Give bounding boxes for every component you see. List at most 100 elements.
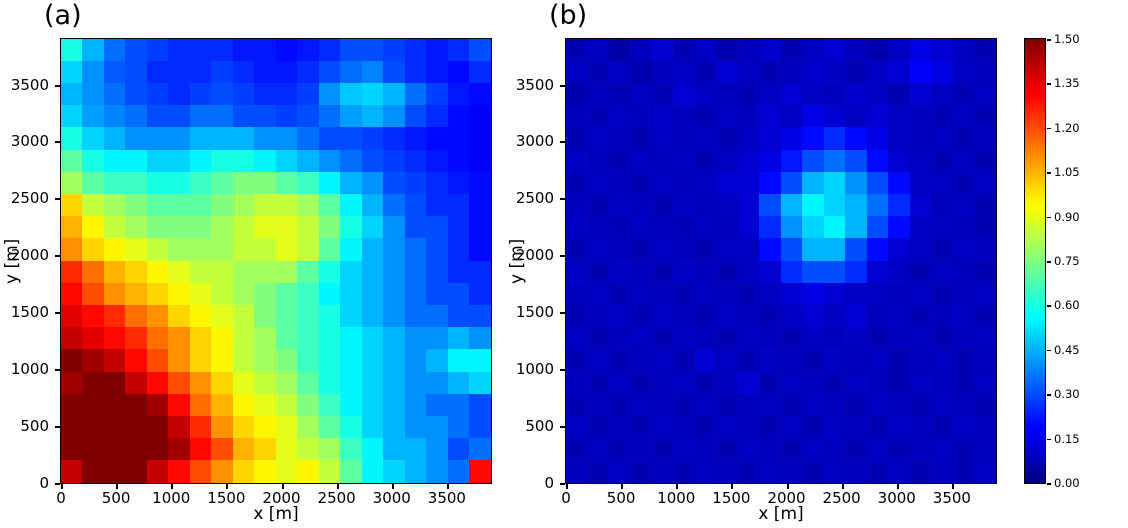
y-tick-mark [560,141,565,144]
colorbar-tick-mark [1047,127,1051,130]
colorbar-tick-mark [1047,394,1051,396]
colorbar-tick-mark [1047,83,1051,85]
y-tick-label: 1000 [515,360,554,379]
x-tick-mark [951,484,954,489]
y-tick-mark [55,141,60,144]
x-tick-label: 1000 [657,489,696,507]
colorbar-tick-label: 1.35 [1054,76,1080,91]
y-tick-mark [560,426,565,429]
colorbar-tick-label: 0.75 [1054,254,1080,268]
y-tick-mark [55,312,60,315]
colorbar-tick-label: 1.05 [1054,165,1080,180]
y-tick-label: 2000 [515,246,554,265]
x-tick-label: 2000 [767,489,806,507]
colorbar-tick-label: 0.15 [1054,431,1080,446]
y-tick-label: 1000 [10,360,49,379]
y-tick-label: 0 [544,474,554,492]
x-tick-label: 3000 [372,489,411,507]
y-tick-mark [55,426,60,429]
y-tick-label: 3500 [10,75,49,94]
colorbar-tick-mark [1047,438,1051,441]
x-tick-mark [336,484,339,489]
y-tick-label: 3000 [10,132,49,151]
y-tick-mark [55,483,60,485]
x-tick-mark [786,484,789,489]
colorbar-ticks: 0.00 0.15 0.30 0.45 0.60 0.75 0.90 1.05 1.20 1.35… [1047,32,1107,490]
x-tick-mark [61,484,63,489]
x-tick-label: 2500 [822,489,861,507]
y-tick-label: 3500 [515,75,554,94]
panel-a-x-ticks: 0 500 1000 1500 2000 2500 3000 3500 [56,484,491,507]
x-tick-label: 1000 [152,489,191,507]
y-tick-mark [560,84,565,87]
x-tick-mark [841,484,844,489]
y-tick-mark [560,198,565,201]
y-tick-label: 1500 [10,303,49,322]
x-tick-label: 500 [606,489,636,507]
x-tick-label: 2500 [317,489,356,507]
colorbar-tick-mark [1047,216,1051,219]
y-tick-mark [560,369,565,372]
panel-a: (a) y [m] 0 500 1000 1500 2000 2500 3000 3500 0… [0,0,505,528]
y-tick-mark [55,198,60,201]
panel-a-label: (a) [44,0,82,31]
x-tick-mark [281,484,284,489]
x-tick-label: 0 [56,489,66,507]
y-tick-mark [55,369,60,372]
x-tick-label: 3500 [932,489,971,507]
x-tick-mark [676,484,679,489]
colorbar-tick-label: 0.30 [1054,387,1080,402]
x-tick-label: 500 [101,489,131,507]
colorbar-tick-mark [1047,261,1051,263]
y-tick-mark [560,255,565,258]
y-tick-mark [560,312,565,315]
colorbar-tick-mark [1047,305,1051,307]
y-tick-label: 2000 [10,246,49,265]
colorbar-tick-label: 0.60 [1054,298,1080,313]
panel-b-x-ticks: 0 500 1000 1500 2000 2500 3000 3500 [561,484,996,507]
x-tick-label: 3000 [877,489,916,507]
panel-b-heatmap [565,38,997,484]
panel-b-label: (b) [549,0,588,31]
colorbar-tick-label: 0.90 [1054,209,1080,224]
y-tick-mark [55,84,60,87]
panel-b-y-ticks: 0 500 1000 1500 2000 2500 3000 3500 [505,39,565,492]
x-tick-mark [446,484,449,489]
colorbar-tick-label: 1.50 [1054,32,1080,46]
x-tick-mark [226,484,229,489]
panel-a-heatmap [60,38,492,484]
y-tick-label: 0 [39,474,49,492]
x-tick-mark [621,484,624,489]
panel-a-y-ticks: 0 500 1000 1500 2000 2500 3000 3500 [0,39,60,492]
x-tick-mark [896,484,899,489]
colorbar: 0.00 0.15 0.30 0.45 0.60 0.75 0.90 1.05 1.20 1.35… [1010,0,1128,528]
y-tick-label: 500 [525,417,554,436]
x-tick-label: 1500 [712,489,751,507]
colorbar-tick-mark [1047,39,1051,41]
x-tick-mark [171,484,174,489]
colorbar-tick-label: 1.20 [1054,120,1080,135]
colorbar-tick-mark [1047,172,1051,174]
colorbar-tick-mark [1047,349,1051,352]
x-tick-mark [391,484,394,489]
y-tick-label: 2500 [515,189,554,208]
panel-a-x-axis-label: x [m] [253,504,299,524]
x-tick-label: 3500 [427,489,466,507]
colorbar-tick-mark [1047,483,1051,485]
y-tick-label: 2500 [10,189,49,208]
x-tick-mark [116,484,119,489]
x-tick-mark [731,484,734,489]
colorbar-gradient [1024,38,1046,484]
y-tick-label: 1500 [515,303,554,322]
colorbar-tick-label: 0.45 [1054,342,1080,357]
x-tick-label: 0 [561,489,571,507]
y-tick-label: 500 [20,417,49,436]
y-tick-mark [55,255,60,258]
y-tick-mark [560,483,565,485]
panel-b: (b) y [m] 0 500 1000 1500 2000 2500 3000 3500 0… [505,0,1010,528]
x-tick-label: 2000 [262,489,301,507]
x-tick-label: 1500 [207,489,246,507]
colorbar-tick-label: 0.00 [1054,476,1080,490]
panel-b-x-axis-label: x [m] [758,504,804,524]
